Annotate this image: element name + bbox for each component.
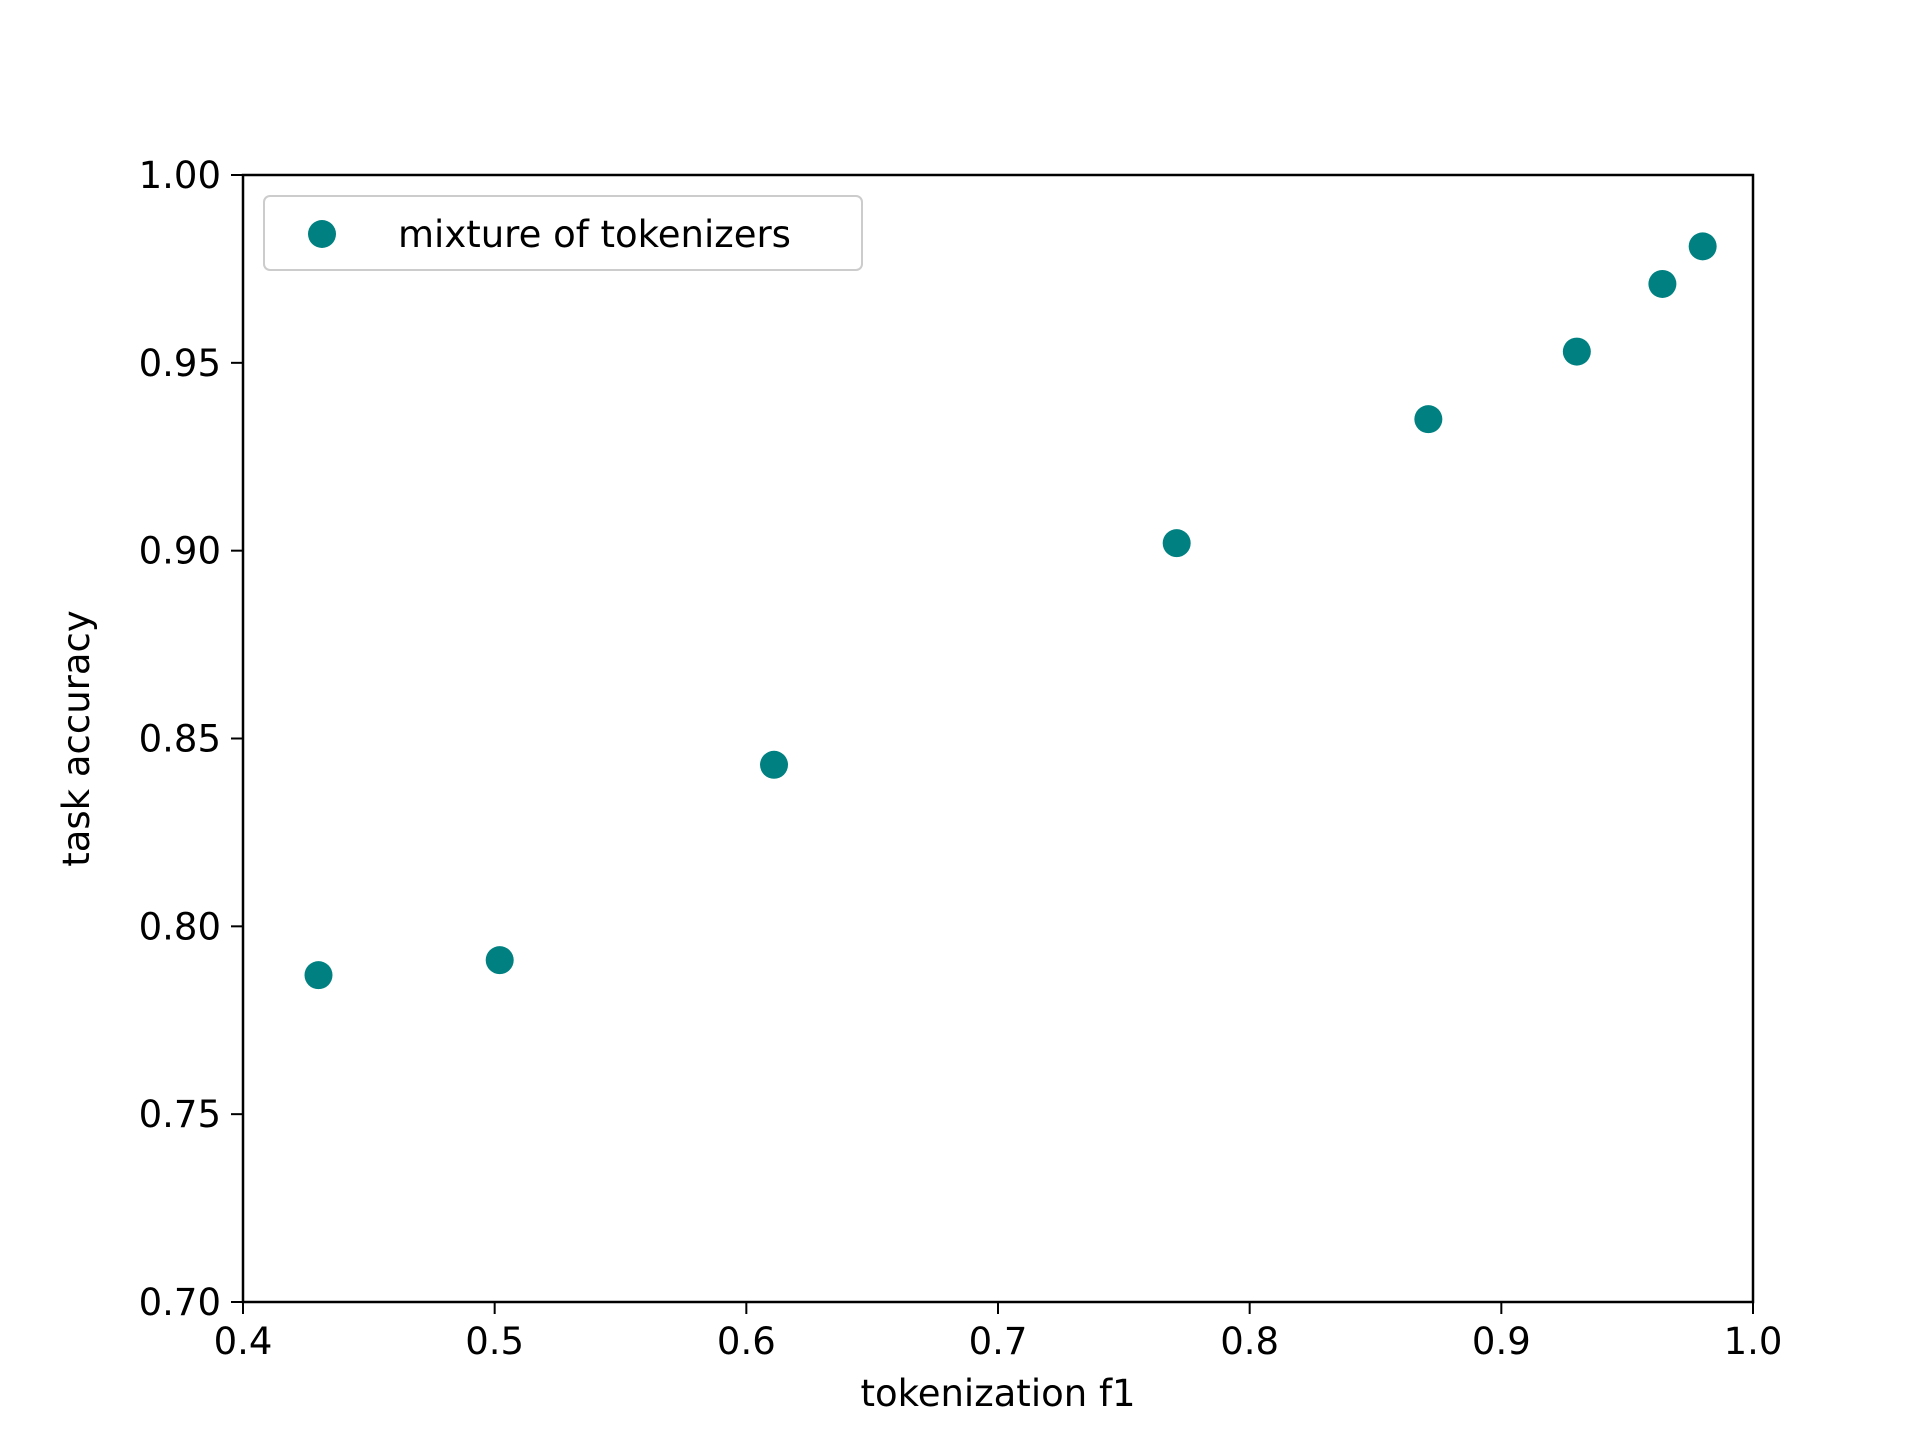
x-tick-label: 0.5 [465,1320,524,1363]
x-tick-label: 0.9 [1472,1320,1531,1363]
y-tick-label: 1.00 [139,154,221,197]
legend-label: mixture of tokenizers [398,213,791,256]
data-point [1688,232,1717,261]
x-tick-label: 0.4 [214,1320,273,1363]
y-tick-label: 0.70 [139,1281,221,1324]
x-tick-label: 0.8 [1220,1320,1279,1363]
y-tick-label: 0.85 [139,718,221,761]
legend: mixture of tokenizers [263,195,863,271]
y-tick-label: 0.95 [139,342,221,385]
y-tick-label: 0.90 [139,530,221,573]
x-axis-label: tokenization f1 [860,1372,1135,1415]
data-point [304,961,333,990]
x-tick-label: 1.0 [1724,1320,1783,1363]
data-point [1648,269,1677,298]
data-point [1414,405,1443,434]
y-tick-label: 0.80 [139,905,221,948]
data-point [760,750,789,779]
x-axis-ticks: 0.4 0.5 0.6 0.7 0.8 0.9 1.0 [214,1302,1783,1363]
data-points [304,232,1717,990]
legend-box [263,195,863,271]
y-axis-ticks: 0.70 0.75 0.80 0.85 0.90 0.95 1.00 [139,154,243,1324]
data-point [1162,529,1191,558]
data-point [485,946,514,975]
y-axis-label: task accuracy [55,610,98,867]
y-tick-label: 0.75 [139,1093,221,1136]
x-tick-label: 0.6 [717,1320,776,1363]
data-point [1562,337,1591,366]
x-tick-label: 0.7 [969,1320,1028,1363]
legend-marker [308,220,336,248]
